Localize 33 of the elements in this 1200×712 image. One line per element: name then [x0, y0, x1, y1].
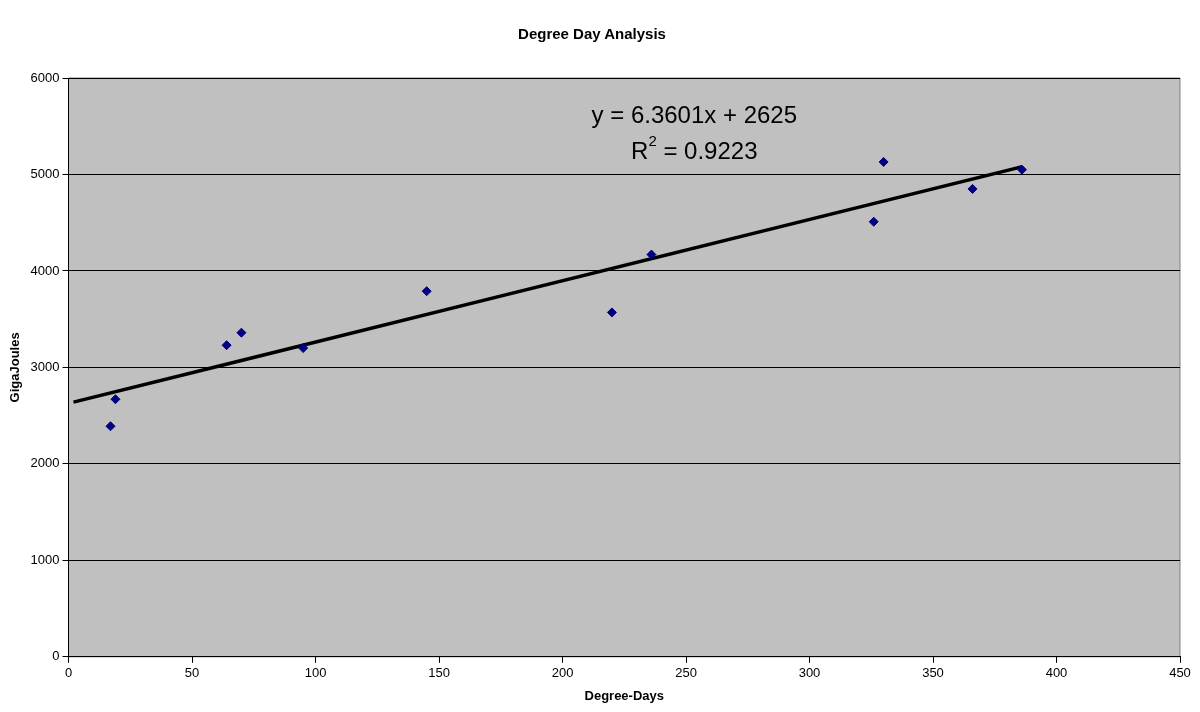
- annotation: y = 6.3601x + 2625: [591, 100, 798, 128]
- y-tick-label: 6000: [30, 69, 60, 85]
- point: [868, 216, 879, 227]
- x-tick-label: 150: [428, 665, 450, 681]
- x-axis-title: Degree-Days: [584, 687, 665, 703]
- point: [646, 249, 657, 260]
- x-tick-label: 350: [922, 665, 944, 681]
- x-tick-label: 0: [64, 665, 73, 681]
- x-tick-label: 50: [184, 665, 200, 681]
- x-tick-label: 300: [798, 665, 821, 681]
- point: [298, 343, 309, 354]
- y-tick-label: 0: [52, 648, 60, 664]
- point: [606, 307, 617, 318]
- point: [236, 327, 247, 338]
- point: [105, 421, 116, 432]
- x-tick-label: 100: [304, 665, 327, 681]
- x-tick-label: 400: [1045, 665, 1068, 681]
- y-tick-label: 2000: [30, 455, 60, 471]
- y-tick-label: 4000: [30, 262, 60, 278]
- x-tick-label: 250: [675, 665, 697, 681]
- point: [221, 340, 232, 351]
- chart-title: Degree Day Analysis: [518, 25, 666, 43]
- y-tick-label: 5000: [30, 166, 60, 182]
- y-tick-label: 3000: [30, 358, 60, 374]
- point: [967, 183, 978, 194]
- point: [1016, 164, 1027, 175]
- point: [421, 286, 432, 297]
- y-tick-label: 1000: [30, 551, 60, 567]
- point: [878, 156, 889, 167]
- x-tick-label: 200: [551, 665, 574, 681]
- point: [110, 394, 121, 405]
- x-tick-label: 450: [1169, 665, 1191, 681]
- y-axis-title: GigaJoules: [7, 332, 23, 403]
